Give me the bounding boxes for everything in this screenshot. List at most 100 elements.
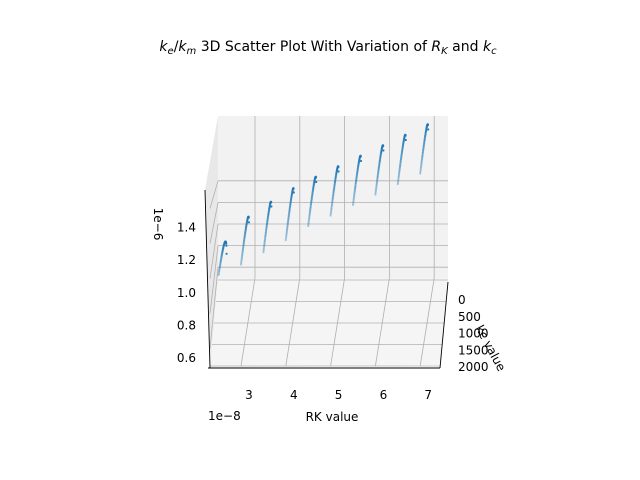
data-point	[419, 172, 422, 175]
data-point	[396, 182, 399, 186]
data-point	[286, 225, 289, 228]
data-point	[307, 223, 310, 226]
data-point	[217, 271, 221, 274]
data-point	[240, 260, 243, 263]
data-point	[285, 233, 288, 237]
data-point	[288, 210, 291, 213]
title-part: e	[168, 46, 174, 57]
data-point	[330, 208, 333, 211]
data-point	[330, 204, 333, 207]
data-point	[247, 221, 251, 224]
data-point	[375, 183, 378, 186]
data-point	[353, 192, 356, 195]
title-part: m	[187, 46, 197, 57]
grid-line	[285, 277, 301, 367]
data-point	[376, 179, 379, 182]
data-point	[421, 156, 424, 159]
data-point	[241, 250, 244, 253]
data-point	[286, 222, 289, 225]
data-point	[287, 219, 290, 222]
title-part: R	[431, 39, 441, 55]
data-point	[263, 238, 267, 241]
data-point	[352, 195, 356, 199]
title-part: 3D Scatter Plot With Variation of	[196, 39, 431, 55]
data-point	[427, 128, 430, 131]
data-point	[404, 138, 407, 142]
data-point	[239, 263, 243, 266]
axis-line	[439, 281, 449, 369]
data-point	[241, 252, 244, 255]
data-point	[353, 188, 357, 191]
data-point	[359, 159, 363, 163]
data-point	[397, 173, 401, 176]
data-point	[397, 176, 400, 179]
z-tick-label: 1.4	[177, 221, 196, 235]
data-point	[241, 253, 244, 257]
x-tick-label: 3	[245, 388, 253, 402]
z-tick-labels: 0.6 0.8 1.0 1.2 1.4	[177, 221, 196, 365]
data-point	[262, 246, 266, 249]
data-point	[218, 264, 222, 267]
data-point	[308, 216, 311, 220]
data-point	[337, 170, 340, 173]
data-point	[262, 247, 265, 251]
data-point	[330, 209, 333, 212]
data-point	[375, 185, 378, 188]
z-tick-label: 1.0	[177, 286, 196, 300]
data-point	[217, 273, 220, 277]
data-point	[264, 236, 267, 239]
data-point	[332, 193, 335, 197]
data-point	[330, 206, 333, 209]
data-point	[375, 180, 379, 183]
grid-lines	[209, 116, 448, 367]
z-offset-label: 1e−6	[151, 208, 165, 241]
data-point	[352, 197, 355, 200]
x-offset-label: 1e−8	[208, 409, 241, 423]
data-point	[329, 214, 332, 217]
data-point	[419, 166, 423, 169]
grid-line	[240, 277, 256, 367]
data-points	[217, 123, 430, 277]
x-axis-label: RK value	[306, 410, 359, 424]
data-point	[353, 189, 356, 192]
chart-title: ke/km 3D Scatter Plot With Variation of …	[159, 39, 497, 57]
data-point	[262, 249, 265, 252]
data-point	[375, 187, 378, 190]
data-point	[420, 159, 423, 162]
data-point	[286, 227, 289, 230]
data-point	[374, 190, 377, 193]
data-point	[331, 198, 334, 201]
data-point	[308, 212, 311, 215]
data-point	[374, 193, 377, 196]
data-point	[352, 199, 355, 202]
data-point	[419, 170, 422, 173]
grid-line	[209, 202, 219, 244]
data-point	[398, 171, 401, 174]
data-point	[330, 203, 334, 206]
data-point	[352, 202, 355, 205]
data-point	[262, 251, 265, 254]
data-point	[397, 178, 400, 181]
z-tick-label: 0.6	[177, 351, 196, 365]
title-part: k	[159, 39, 168, 55]
data-point	[307, 218, 311, 221]
x-tick-labels: 3 4 5 6 7	[245, 388, 432, 402]
data-point	[397, 174, 400, 178]
data-point	[398, 167, 401, 170]
title-part: k	[178, 39, 187, 55]
data-point	[241, 247, 245, 250]
data-point	[374, 191, 377, 194]
data-point	[420, 162, 423, 165]
data-point	[382, 149, 385, 152]
data-point	[265, 228, 268, 231]
data-point	[285, 230, 288, 233]
y-tick-label: 2000	[458, 360, 489, 374]
data-point	[353, 191, 356, 194]
grid-line	[209, 223, 219, 279]
data-point	[398, 170, 401, 173]
data-point	[421, 151, 424, 155]
data-point	[375, 182, 378, 185]
data-point	[218, 268, 221, 271]
data-point	[351, 203, 355, 207]
data-point	[352, 200, 355, 203]
